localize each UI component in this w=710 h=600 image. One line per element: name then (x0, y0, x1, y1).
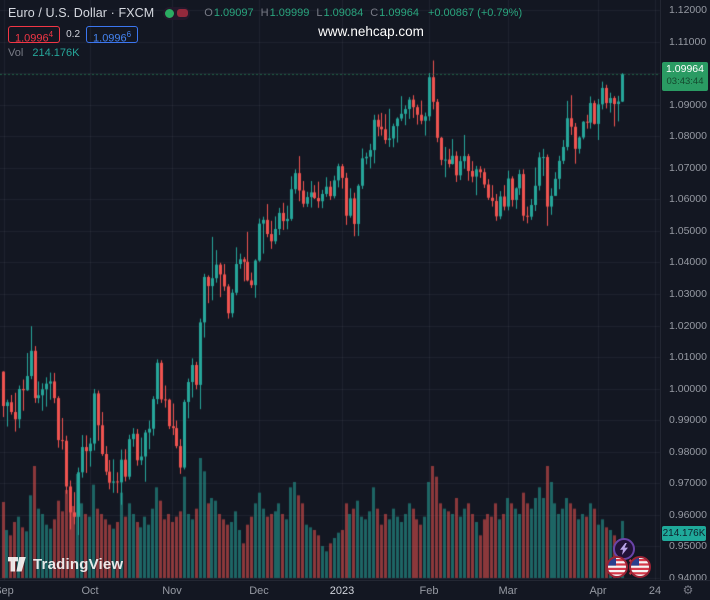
time-tick-label: Apr (589, 585, 607, 597)
volume-label: Vol (8, 47, 24, 59)
bid-button[interactable]: 1.09964 (8, 26, 61, 45)
time-tick-label: Oct (81, 585, 99, 597)
low-value: 1.09084 (323, 7, 364, 19)
ask-button[interactable]: 1.09966 (86, 26, 139, 45)
time-tick-label: Nov (162, 585, 182, 597)
tradingview-logo-text: TradingView (33, 556, 124, 573)
low-label: L (316, 7, 323, 19)
toggle-off-icon (177, 9, 189, 17)
tradingview-mark-icon (8, 557, 26, 572)
chart-legend: Euro / U.S. Dollar · FXCM O1.09097 H1.09… (8, 5, 522, 59)
price-tick-label: 0.96000 (669, 508, 707, 521)
time-tick-label: Dec (249, 585, 269, 597)
price-tick-label: 0.95000 (669, 540, 707, 553)
time-tick-label: 24 (648, 585, 662, 597)
time-tick-label: Mar (498, 585, 518, 597)
last-price-value: 1.09964 (666, 63, 704, 75)
open-label: O (204, 7, 213, 19)
price-tick-label: 0.94000 (669, 572, 707, 584)
price-tick-label: 1.06000 (669, 193, 707, 206)
price-tick-label: 0.97000 (669, 477, 707, 490)
price-tick-label: 1.11000 (669, 35, 707, 48)
time-tick-label: Feb (419, 585, 439, 597)
spread-value: 0.2 (66, 29, 81, 40)
price-tick-label: 0.98000 (669, 445, 707, 458)
tradingview-logo[interactable]: TradingView (8, 556, 123, 573)
watermark-text: www.nehcap.com (318, 24, 424, 39)
price-tick-label: 1.00000 (669, 382, 707, 395)
symbol-title[interactable]: Euro / U.S. Dollar · FXCM (8, 6, 155, 20)
ohlc-values: O1.09097 H1.09999 L1.09084 C1.09964 +0.0… (204, 7, 522, 19)
price-tick-label: 1.04000 (669, 256, 707, 269)
price-axis[interactable]: 1.120001.110001.100001.090001.080001.070… (660, 0, 710, 584)
price-tick-label: 1.02000 (669, 319, 707, 332)
market-status-toggle[interactable] (163, 6, 191, 20)
volume-value: 214.176K (32, 47, 80, 59)
change-value: +0.00867 (+0.79%) (427, 7, 523, 19)
high-value: 1.09999 (269, 7, 310, 19)
close-label: C (370, 7, 379, 19)
volume-legend: Vol 214.176K (8, 47, 522, 59)
price-tick-label: 1.01000 (669, 351, 707, 364)
time-axis[interactable]: Sep Oct Nov Dec 2023 Feb Mar Apr 24 (0, 580, 710, 600)
price-tick-label: 1.07000 (669, 161, 707, 174)
volume-badge: 214.176K (662, 526, 706, 541)
price-tick-label: 1.03000 (669, 288, 707, 300)
high-label: H (260, 7, 269, 19)
price-tick-label: 1.05000 (669, 224, 707, 237)
price-tick-label: 0.99000 (669, 414, 707, 427)
last-price-badge: 1.09964 03:43:44 (662, 62, 708, 91)
open-value: 1.09097 (213, 7, 254, 19)
market-open-dot-icon (165, 8, 175, 18)
price-tick-label: 1.12000 (669, 4, 707, 16)
bar-countdown: 03:43:44 (666, 76, 704, 87)
close-value: 1.09964 (379, 7, 419, 19)
time-tick-label: Sep (0, 585, 14, 597)
price-tick-label: 1.08000 (669, 130, 707, 143)
axis-settings-gear-icon[interactable]: ⚙ (682, 583, 694, 597)
time-tick-label: 2023 (329, 585, 355, 597)
us-flag-pair-icon (606, 556, 651, 578)
price-tick-label: 1.09000 (669, 98, 707, 111)
